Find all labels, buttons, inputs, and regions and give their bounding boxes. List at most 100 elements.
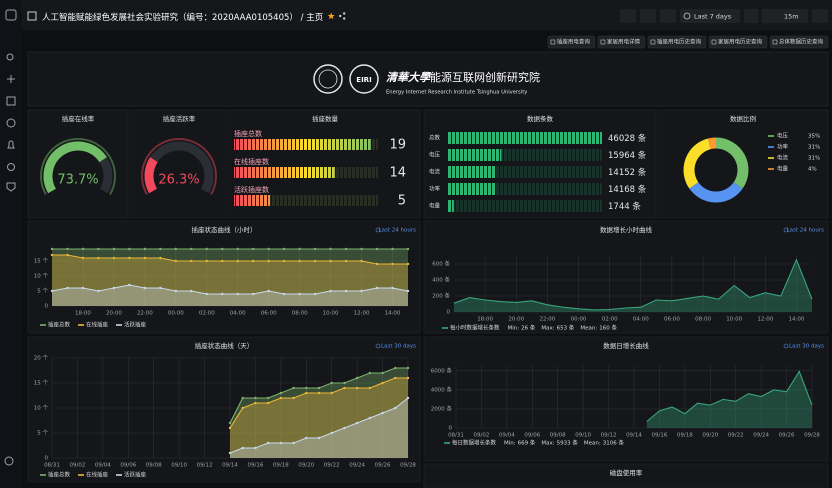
data-point (292, 396, 295, 400)
link-label[interactable]: 总体数据历史查询 (779, 38, 824, 46)
link-button[interactable] (647, 35, 707, 49)
legend-stat-value: 669 条 (518, 439, 536, 447)
config-icon[interactable] (7, 163, 15, 171)
link-label[interactable]: 插座用电查询 (557, 38, 591, 46)
panel (423, 463, 829, 488)
data-point (266, 441, 270, 445)
panel (129, 109, 229, 219)
data-point (292, 386, 295, 390)
x-tick-label: 08:00 (292, 311, 308, 317)
data-point (391, 247, 394, 251)
time-picker[interactable] (680, 9, 740, 23)
dashboards-icon[interactable] (6, 96, 16, 106)
link-button[interactable] (708, 35, 768, 49)
data-point (355, 421, 359, 425)
donut-slice (689, 181, 743, 203)
share-icon[interactable] (339, 12, 346, 20)
link-label[interactable]: 家居用电详情 (607, 38, 641, 46)
y-tick-label: 15 个 (34, 258, 49, 265)
gauge-outer-ring (40, 138, 116, 195)
refresh-interval[interactable]: 15m (784, 13, 799, 21)
x-tick-label: 12:00 (354, 311, 370, 317)
university-name: 清華大學 (386, 71, 432, 84)
data-point (279, 441, 283, 445)
view-mode-button[interactable] (812, 9, 828, 23)
sidebar-icons (4, 9, 17, 466)
shield-icon[interactable] (6, 182, 16, 192)
bar-value: 14168 条 (608, 184, 647, 195)
data-point (66, 253, 69, 257)
data-point (305, 436, 308, 440)
x-tick-label: 09/10 (575, 433, 591, 439)
title-text[interactable]: 人工智能赋能绿色发展社会实验研究（编号：2020AAA0105405） (42, 12, 298, 23)
x-tick-label: 06:00 (664, 317, 680, 323)
dashboard-title[interactable]: 人工智能赋能绿色发展社会实验研究（编号：2020AAA0105405） / 主页 (42, 12, 323, 23)
time-range[interactable]: Last 7 days (694, 13, 732, 21)
x-tick-label: 09/22 (728, 433, 744, 439)
x-tick-label: 09/14 (222, 463, 238, 469)
save-button[interactable] (640, 9, 656, 23)
area-fill (454, 259, 812, 312)
legend-name: 电压 (777, 132, 789, 140)
x-tick-label: 09/26 (375, 463, 391, 469)
bar-label: 活跃插座数 (234, 185, 269, 194)
bar-value: 1744 条 (608, 201, 641, 212)
y-tick-label: 2000 条 (431, 404, 453, 412)
link-button[interactable] (547, 35, 596, 49)
legend-name: 每小时数据增长条数 (450, 324, 500, 332)
y-tick-label: 15 个 (34, 380, 49, 387)
legend-swatch (116, 474, 123, 476)
x-tick-label: 09/18 (677, 433, 693, 439)
alert-icon[interactable] (7, 140, 15, 149)
x-tick-label: 09/22 (324, 463, 340, 469)
area-fill (52, 285, 408, 306)
data-point (267, 259, 270, 263)
data-point (159, 247, 162, 251)
area-fill (230, 368, 408, 458)
data-point (317, 436, 321, 440)
help-icon[interactable] (4, 456, 14, 466)
legend-name: 电量 (777, 165, 789, 173)
link-button[interactable] (597, 35, 646, 49)
gauge-value: 26.3% (158, 173, 199, 188)
x-tick-label: 09/28 (804, 433, 820, 439)
y-tick-label: 200 条 (432, 292, 450, 300)
data-point (205, 247, 208, 251)
data-point (375, 262, 379, 266)
legend-stat-name: Mean: (580, 326, 597, 332)
x-tick-label: 09/28 (400, 463, 416, 469)
data-point (143, 247, 147, 251)
explore-icon[interactable] (6, 118, 16, 128)
data-point (266, 401, 270, 405)
search-icon[interactable] (6, 53, 14, 61)
data-point (343, 426, 346, 430)
breadcrumb[interactable]: / 主页 (298, 12, 323, 23)
logo-icon[interactable] (5, 9, 17, 21)
banner-panel (27, 51, 829, 107)
link-button[interactable] (769, 35, 829, 49)
zoom-out-button[interactable] (744, 9, 758, 23)
settings-button[interactable] (660, 9, 676, 23)
y-tick-label: 600 条 (432, 260, 450, 268)
create-icon[interactable] (7, 75, 15, 83)
y-tick-label: 0 (45, 456, 49, 462)
range-label: Last 30 days (789, 344, 824, 350)
data-point (174, 259, 178, 263)
legend-name: 活跃插座 (124, 321, 147, 329)
link-label[interactable]: 插座用电历史查询 (657, 38, 702, 46)
star-icon[interactable] (327, 12, 335, 20)
legend-stat-name: Max: (541, 441, 554, 447)
link-label[interactable]: 家居用电历史查询 (718, 38, 763, 46)
data-point (236, 247, 239, 251)
tsinghua-seal-inner (318, 69, 338, 89)
data-point (394, 366, 397, 370)
data-point (330, 381, 333, 385)
x-tick-label: 09/20 (298, 463, 314, 469)
link-icon (711, 39, 717, 45)
panel-title: 数据日增长曲线 (603, 341, 649, 350)
tv-button[interactable] (620, 9, 636, 23)
panel-title: 插座数量 (312, 114, 339, 123)
refresh-picker[interactable] (762, 9, 808, 23)
data-point (66, 247, 69, 251)
y-tick-label: 10 个 (34, 405, 49, 412)
